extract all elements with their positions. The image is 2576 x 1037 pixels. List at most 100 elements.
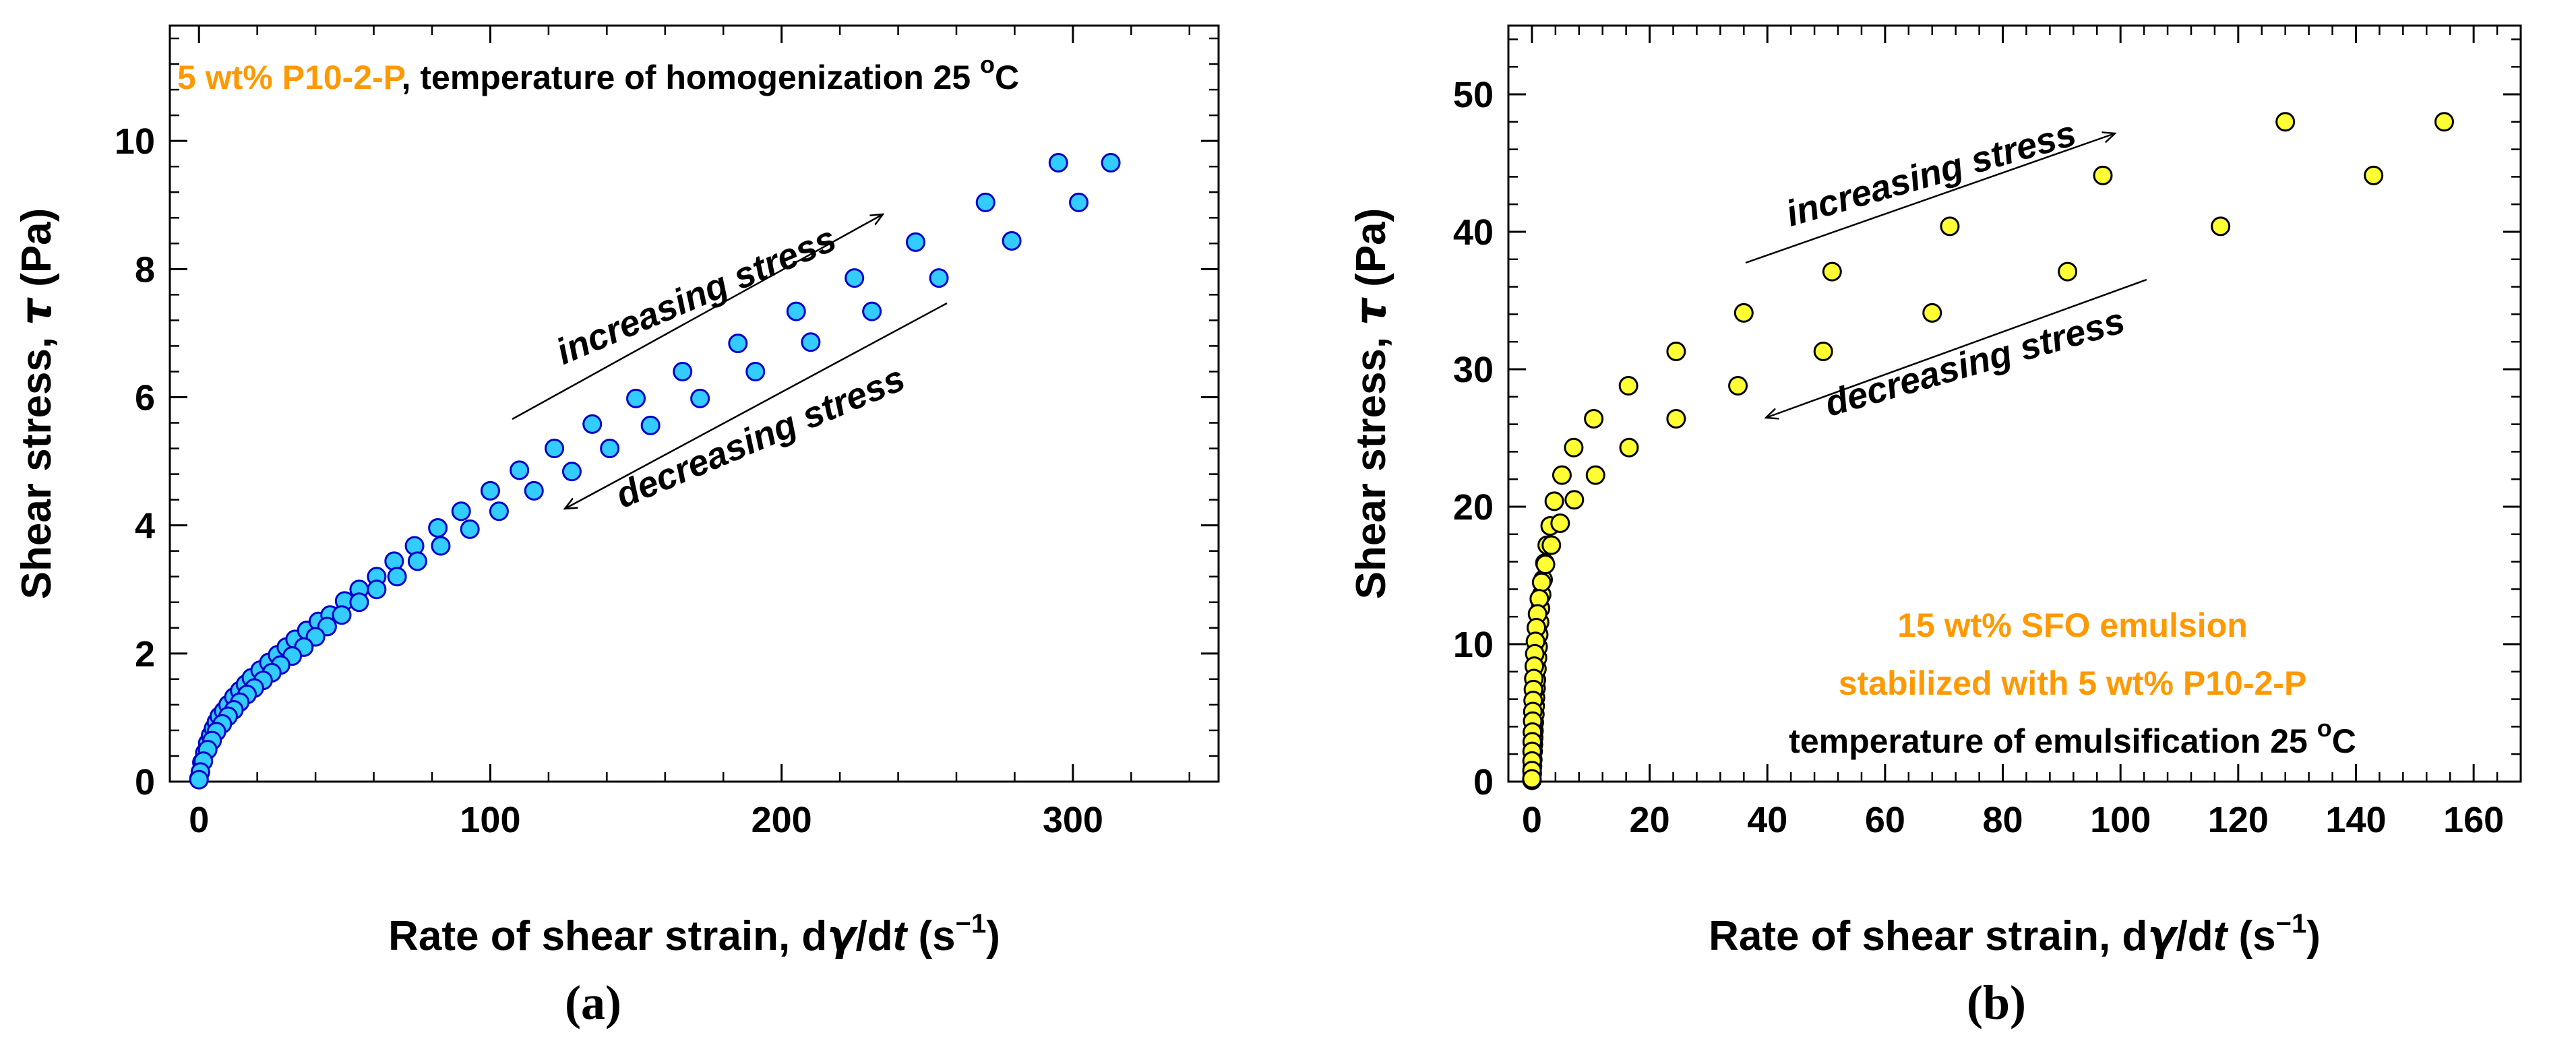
data-point — [1550, 513, 1570, 533]
x-tick-label: 100 — [2090, 800, 2151, 840]
data-point — [1564, 490, 1585, 510]
data-point — [1535, 555, 1556, 575]
x-tick-label: 160 — [2443, 800, 2504, 840]
y-tick-label: 2 — [135, 634, 155, 674]
data-point — [975, 192, 995, 212]
note-line: temperature of emulsification 25 oC — [1789, 714, 2356, 760]
x-tick-label: 300 — [1043, 800, 1103, 840]
decreasing-arrow — [565, 302, 948, 509]
data-point — [1813, 341, 1833, 361]
data-point — [673, 361, 693, 381]
x-tick-label: 40 — [1747, 800, 1787, 840]
data-point — [189, 769, 209, 790]
x-tick-label: 0 — [1522, 800, 1542, 840]
y-tick-label: 4 — [135, 506, 155, 546]
x-axis-title: Rate of shear strain, dγ/dt (s−1) — [388, 909, 1000, 960]
decreasing-stress-label: decreasing stress — [610, 358, 911, 516]
data-point — [480, 480, 500, 501]
y-tick-label: 10 — [1453, 625, 1494, 665]
data-point — [1666, 341, 1686, 361]
y-axis-title: Shear stress, τ (Pa) — [1346, 208, 1395, 600]
increasing-stress-label: increasing stress — [551, 218, 842, 373]
data-point — [862, 301, 882, 321]
data-point — [690, 388, 710, 408]
x-tick-label: 60 — [1865, 800, 1905, 840]
data-point — [1584, 408, 1604, 429]
x-tick-label: 100 — [460, 800, 520, 840]
data-point — [2211, 216, 2231, 237]
y-tick-label: 50 — [1453, 75, 1494, 115]
data-point — [1002, 230, 1022, 251]
data-point — [387, 567, 407, 587]
x-tick-label: 20 — [1630, 800, 1670, 840]
x-axis-title: Rate of shear strain, dγ/dt (s−1) — [1709, 909, 2321, 960]
decreasing-arrow — [1766, 278, 2147, 418]
data-point — [1728, 375, 1748, 396]
series-decreasing — [189, 192, 1089, 790]
data-point — [1522, 769, 1542, 789]
y-tick-label: 10 — [115, 121, 155, 162]
data-point — [1940, 216, 1960, 237]
note-line: 15 wt% SFO emulsion — [1897, 606, 2248, 644]
data-point — [489, 501, 509, 522]
data-point — [786, 301, 806, 321]
data-point — [929, 268, 949, 288]
data-point — [1564, 437, 1584, 458]
note-line: stabilized with 5 wt% P10-2-P — [1839, 664, 2307, 702]
data-point — [845, 268, 865, 288]
data-point — [2275, 112, 2296, 132]
y-tick-label: 40 — [1453, 212, 1494, 253]
data-point — [460, 519, 480, 539]
chart-panel-a: 0 100 200 300 0 2 4 6 8 10 Rate of shear strain, d… — [11, 24, 1220, 1030]
minor-ticks — [1507, 26, 2522, 782]
data-point — [2434, 112, 2454, 132]
data-point — [545, 439, 565, 459]
plot-frame — [168, 24, 1220, 783]
data-point — [1541, 535, 1562, 555]
increasing-arrow — [512, 214, 883, 420]
data-point — [367, 579, 387, 600]
data-point — [600, 439, 620, 459]
data-point — [905, 232, 925, 252]
data-point — [2093, 165, 2113, 185]
data-point — [561, 462, 582, 482]
x-tick-label: 120 — [2208, 800, 2269, 840]
data-point — [451, 501, 471, 522]
data-point — [1531, 572, 1552, 592]
data-point — [510, 460, 530, 480]
y-axis-title: Shear stress, τ (Pa) — [11, 208, 61, 600]
data-point — [524, 480, 544, 501]
data-point — [1544, 491, 1564, 511]
y-tick-label: 0 — [135, 762, 155, 803]
x-tick-label: 80 — [1982, 800, 2023, 840]
y-tick-label: 8 — [135, 249, 155, 290]
data-point — [1666, 408, 1686, 429]
series-decreasing — [1522, 165, 2384, 789]
y-tick-label: 30 — [1453, 350, 1494, 390]
data-point — [1618, 375, 1638, 396]
y-tick-label: 6 — [135, 377, 155, 418]
data-point — [1822, 261, 1842, 282]
x-tick-label: 200 — [752, 800, 812, 840]
data-point — [640, 415, 661, 435]
decreasing-stress-label: decreasing stress — [1820, 301, 2129, 425]
panel-label: (a) — [565, 976, 621, 1030]
data-point — [1101, 152, 1121, 172]
increasing-stress-label: increasing stress — [1781, 113, 2081, 234]
data-point — [582, 414, 603, 434]
data-point — [1734, 303, 1754, 323]
data-point — [2364, 165, 2384, 185]
note-line: 5 wt% P10-2-P, temperature of homogeniza… — [177, 51, 1019, 96]
data-point — [1619, 437, 1639, 458]
data-point — [349, 592, 369, 612]
chart-panel-b: 0 20 40 60 80 100 120 140 160 0 10 20 30 40 50 Rate of … — [1346, 24, 2522, 1030]
data-point — [407, 551, 427, 571]
y-tick-label: 0 — [1473, 762, 1494, 803]
data-point — [1922, 303, 1942, 323]
y-tick-label: 20 — [1453, 487, 1494, 528]
data-point — [745, 361, 766, 381]
minor-ticks — [170, 26, 1219, 782]
data-point — [1552, 465, 1572, 485]
plot-frame — [1507, 24, 2522, 783]
